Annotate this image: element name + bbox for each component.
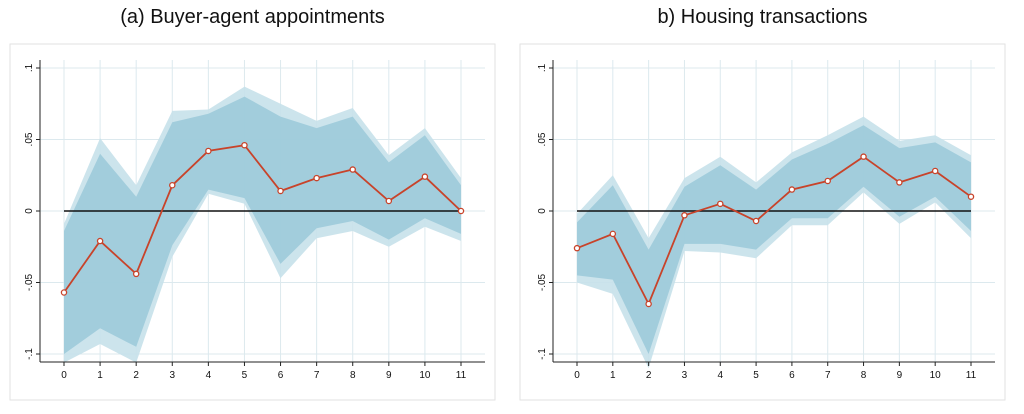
x-tick-label: 5 xyxy=(753,370,759,381)
x-tick-label: 0 xyxy=(61,370,67,381)
x-tick-label: 8 xyxy=(350,370,356,381)
data-point xyxy=(788,186,796,193)
y-tick-label: .1 xyxy=(24,63,35,72)
x-tick-label: 7 xyxy=(825,370,831,381)
y-tick-label: 0 xyxy=(537,208,548,214)
data-point xyxy=(860,153,867,160)
x-tick-label: 7 xyxy=(314,370,320,381)
data-point xyxy=(896,179,903,186)
y-tick-label: 0 xyxy=(24,208,35,214)
x-tick-label: 11 xyxy=(966,370,977,381)
y-tick-label: -.05 xyxy=(537,273,548,291)
y-tick-label: -.1 xyxy=(24,348,35,360)
y-tick-label: -.05 xyxy=(24,273,35,291)
x-tick-label: 9 xyxy=(386,370,392,381)
x-tick-label: 11 xyxy=(456,370,467,381)
panel-a-plot: .1 .05 0 -.05 -.1 0 1 2 3 4 5 6 7 8 9 10 11 xyxy=(9,43,496,401)
data-point xyxy=(205,147,212,155)
panel-a-title: (a) Buyer-agent appointments xyxy=(120,6,385,28)
y-tick-label: .1 xyxy=(537,63,548,72)
x-tick-label: 2 xyxy=(133,370,139,381)
data-point xyxy=(385,197,393,205)
data-point xyxy=(132,270,140,278)
data-point xyxy=(609,230,617,238)
x-tick-label: 8 xyxy=(861,370,867,381)
series-line xyxy=(576,155,972,307)
x-tick-label: 3 xyxy=(169,370,175,381)
series-line xyxy=(63,144,462,294)
inner-confidence-band xyxy=(577,125,971,354)
data-point xyxy=(752,217,760,225)
data-point xyxy=(421,173,429,180)
x-tick-label: 9 xyxy=(897,370,903,381)
x-tick-label: 4 xyxy=(717,370,723,381)
data-point xyxy=(169,182,176,189)
x-tick-label: 0 xyxy=(574,370,580,381)
inner-confidence-band xyxy=(64,96,461,354)
data-point xyxy=(824,177,831,185)
y-tick-label: -.1 xyxy=(537,348,548,360)
y-tick-label: .05 xyxy=(24,132,35,146)
data-point xyxy=(931,167,939,175)
x-tick-label: 4 xyxy=(206,370,212,381)
y-tick-label: .05 xyxy=(537,132,548,146)
data-point xyxy=(60,289,68,296)
x-tick-label: 2 xyxy=(646,370,652,381)
panel-b-plot: .1 .05 0 -.05 -.1 0 1 2 3 4 5 6 7 8 9 10 11 xyxy=(519,43,1006,401)
data-point xyxy=(96,237,104,245)
x-tick-label: 1 xyxy=(97,370,103,381)
panel-b-title: b) Housing transactions xyxy=(657,6,868,28)
data-point xyxy=(645,300,652,308)
data-point xyxy=(717,200,724,208)
x-tick-label: 6 xyxy=(789,370,795,381)
data-point xyxy=(573,244,581,252)
data-point xyxy=(313,174,320,182)
x-tick-label: 1 xyxy=(610,370,616,381)
data-point xyxy=(349,166,356,173)
data-point xyxy=(241,141,248,149)
data-point xyxy=(457,207,465,215)
x-tick-label: 10 xyxy=(419,370,431,381)
x-tick-label: 5 xyxy=(242,370,248,381)
data-point xyxy=(277,187,284,195)
x-tick-label: 3 xyxy=(682,370,688,381)
data-point xyxy=(967,193,975,200)
x-tick-label: 6 xyxy=(278,370,284,381)
data-point xyxy=(681,212,688,219)
x-tick-label: 10 xyxy=(930,370,942,381)
